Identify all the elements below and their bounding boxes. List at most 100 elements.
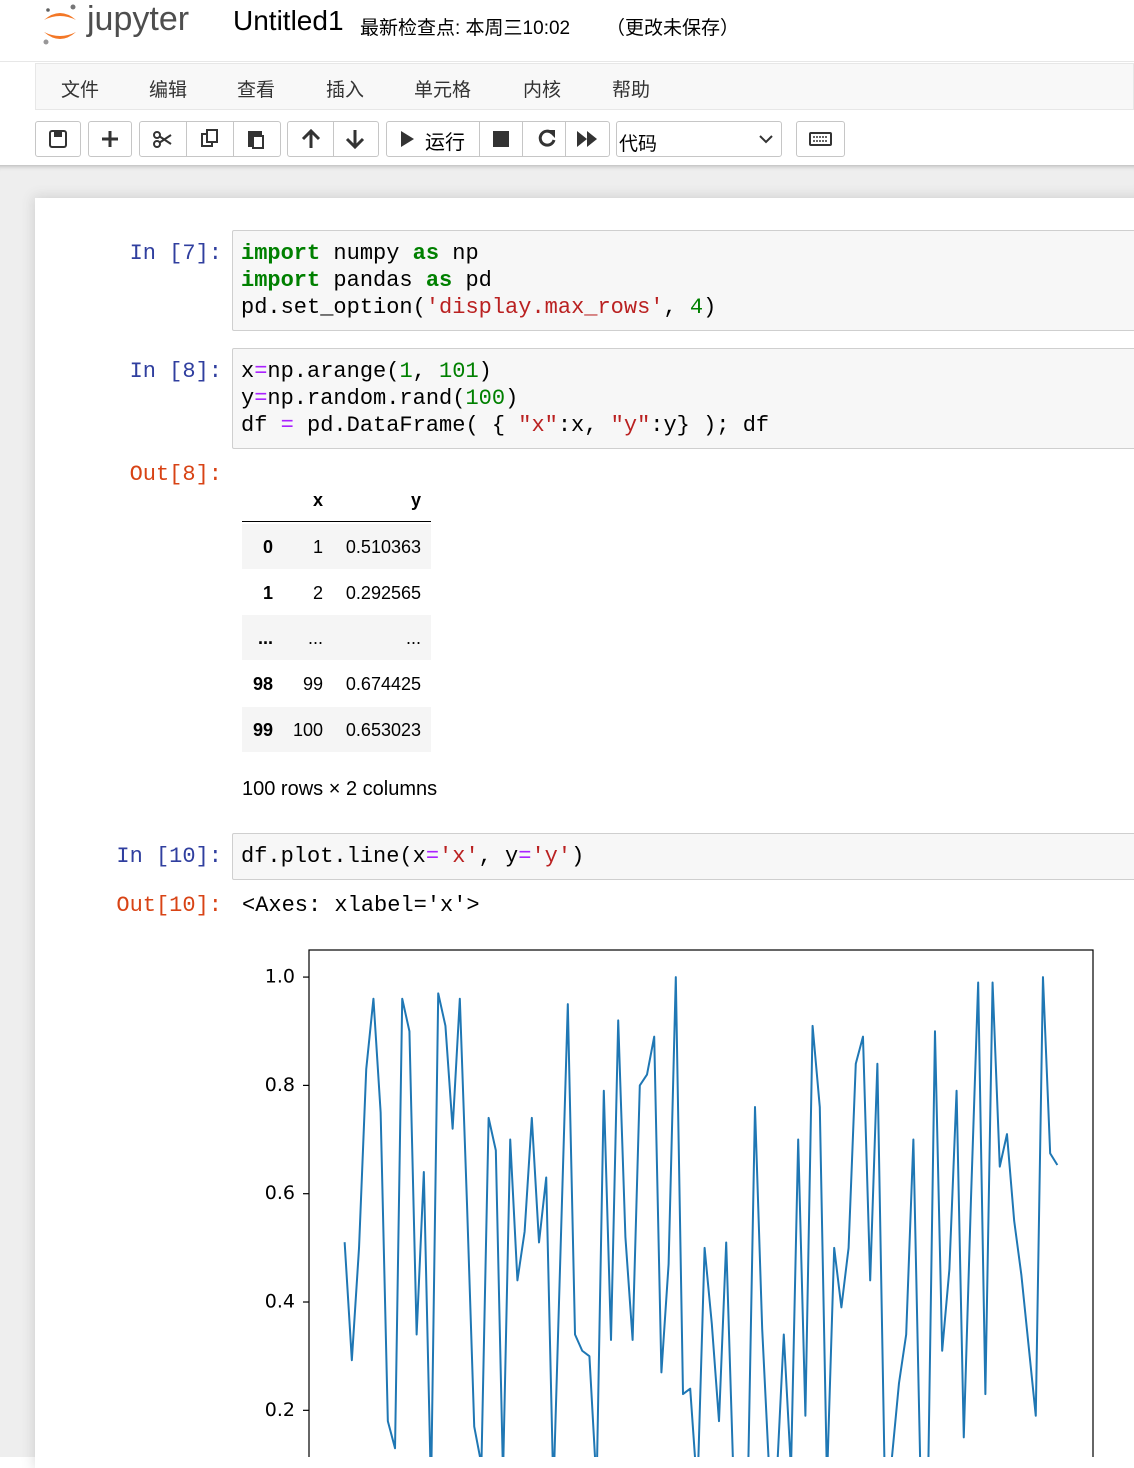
- code-line: y=np.random.rand(100): [241, 385, 518, 412]
- table-row-stripe: [242, 615, 431, 661]
- menu-bar: 文件 编辑 查看 插入 单元格 内核 帮助: [35, 63, 1134, 110]
- cell-type-select[interactable]: 代码: [616, 121, 782, 157]
- icons[interactable]: [140, 122, 280, 156]
- output-prompt: Out[8]:: [129, 462, 222, 487]
- code-token: y: [241, 386, 255, 411]
- code-cell[interactable]: import numpy as np import pandas as pd pd.…: [232, 230, 1134, 331]
- code-token: import: [241, 268, 321, 293]
- separator: [186, 122, 187, 156]
- icons[interactable]: [288, 122, 378, 156]
- row-index: 99: [252, 719, 273, 740]
- keyboard-button[interactable]: [796, 121, 845, 157]
- menu-item[interactable]: 文件: [61, 80, 100, 101]
- separator: [333, 122, 334, 156]
- code-token: ,: [663, 295, 690, 320]
- save-button[interactable]: [35, 121, 81, 157]
- code-token: ): [571, 844, 585, 869]
- input-prompt: In [7]:: [129, 241, 222, 266]
- table-cell: 0.510363: [345, 537, 421, 557]
- table-cell: 0.653023: [345, 719, 421, 740]
- code-token: np.random.rand(: [267, 386, 466, 411]
- code-token: ): [505, 386, 519, 411]
- table-cell: 0.674425: [345, 674, 421, 695]
- menu-item[interactable]: 编辑: [149, 80, 188, 101]
- menu-item[interactable]: 内核: [523, 80, 562, 101]
- code-token: =: [280, 413, 294, 438]
- code-cell[interactable]: df.plot.line(x='x', y='y'): [232, 833, 1134, 880]
- menu-item[interactable]: 查看: [237, 80, 276, 101]
- code-token: 'display.max_rows': [425, 295, 664, 320]
- separator: [233, 122, 234, 156]
- output-text: <Axes: xlabel='x'>: [242, 893, 480, 918]
- icon: [102, 131, 118, 147]
- row-index: 0: [262, 537, 273, 557]
- code-token: :y} ); df: [650, 413, 770, 438]
- y-tick-label: 0.2: [265, 1399, 295, 1421]
- code-line: import pandas as pd: [241, 267, 492, 294]
- code-line: x=np.arange(1, 101): [241, 358, 492, 385]
- code-token: ): [478, 359, 492, 384]
- icons[interactable]: [387, 122, 609, 156]
- y-tick-label: 0.4: [265, 1291, 295, 1313]
- row-index: 1: [262, 582, 273, 603]
- code-token: 101: [439, 359, 479, 384]
- code-token: x: [241, 359, 255, 384]
- separator: [565, 122, 566, 156]
- menu-item[interactable]: 帮助: [612, 80, 651, 101]
- code-token: as: [412, 241, 440, 266]
- code-token: as: [425, 268, 453, 293]
- code-token: np.arange(: [267, 359, 400, 384]
- notebook-name[interactable]: Untitled1: [233, 5, 344, 36]
- add-cell-button[interactable]: [88, 121, 132, 157]
- header-border: [0, 61, 1134, 62]
- input-prompt: In [10]:: [116, 844, 222, 869]
- menu-item[interactable]: 插入: [326, 80, 365, 101]
- code-token: import: [241, 241, 321, 266]
- code-line: import numpy as np: [241, 240, 479, 267]
- menu-item[interactable]: 单元格: [414, 80, 472, 101]
- table-cell: ...: [307, 628, 323, 649]
- y-tick-label: 0.8: [265, 1074, 295, 1096]
- code-cell[interactable]: x=np.arange(1, 101) y=np.random.rand(100)…: [232, 348, 1134, 449]
- table-cell: 2: [312, 582, 323, 603]
- code-token: df.plot.line(x: [241, 844, 426, 869]
- code-token: =: [254, 386, 268, 411]
- table-row-stripe: [242, 524, 431, 569]
- row-index: 98: [252, 674, 273, 695]
- input-prompt: In [8]:: [129, 359, 222, 384]
- code-token: =: [425, 844, 440, 869]
- code-token: ): [703, 295, 717, 320]
- table-cell: 100: [292, 719, 323, 740]
- code-token: pd.set_option(: [241, 295, 426, 320]
- run-label[interactable]: 运行: [425, 132, 465, 154]
- table-cell: ...: [405, 628, 421, 649]
- table-cell: 1: [312, 537, 323, 557]
- save-status: （更改未保存）: [606, 18, 740, 39]
- code-token: pd.DataFrame( {: [293, 413, 519, 438]
- code-line: df = pd.DataFrame( { "x":x, "y":y} ); df: [241, 412, 769, 439]
- code-token: 4: [689, 295, 704, 320]
- icon: [49, 130, 67, 148]
- code-token: numpy: [320, 241, 413, 266]
- code-line: df.plot.line(x='x', y='y'): [241, 843, 584, 870]
- code-token: pd: [452, 268, 492, 293]
- code-token: ,: [412, 359, 440, 384]
- separator: [479, 122, 480, 156]
- table-note: 100 rows × 2 columns: [242, 778, 438, 800]
- table-header: y: [410, 490, 421, 510]
- table-cell: 99: [302, 674, 323, 695]
- code-token: =: [518, 844, 532, 869]
- data-line: [343, 976, 1059, 1457]
- cell-type: 代码: [619, 134, 658, 155]
- table-header: x: [312, 490, 323, 510]
- code-token: , y: [478, 844, 519, 869]
- code-token: pandas: [320, 268, 426, 293]
- code-line: pd.set_option('display.max_rows', 4): [241, 294, 716, 321]
- code-token: 'x': [439, 844, 479, 869]
- move-group: [287, 121, 379, 157]
- y-tick-label: 1.0: [265, 966, 295, 988]
- separator: [522, 122, 523, 156]
- code-token: df: [241, 413, 281, 438]
- jupyter-logo: [43, 4, 76, 45]
